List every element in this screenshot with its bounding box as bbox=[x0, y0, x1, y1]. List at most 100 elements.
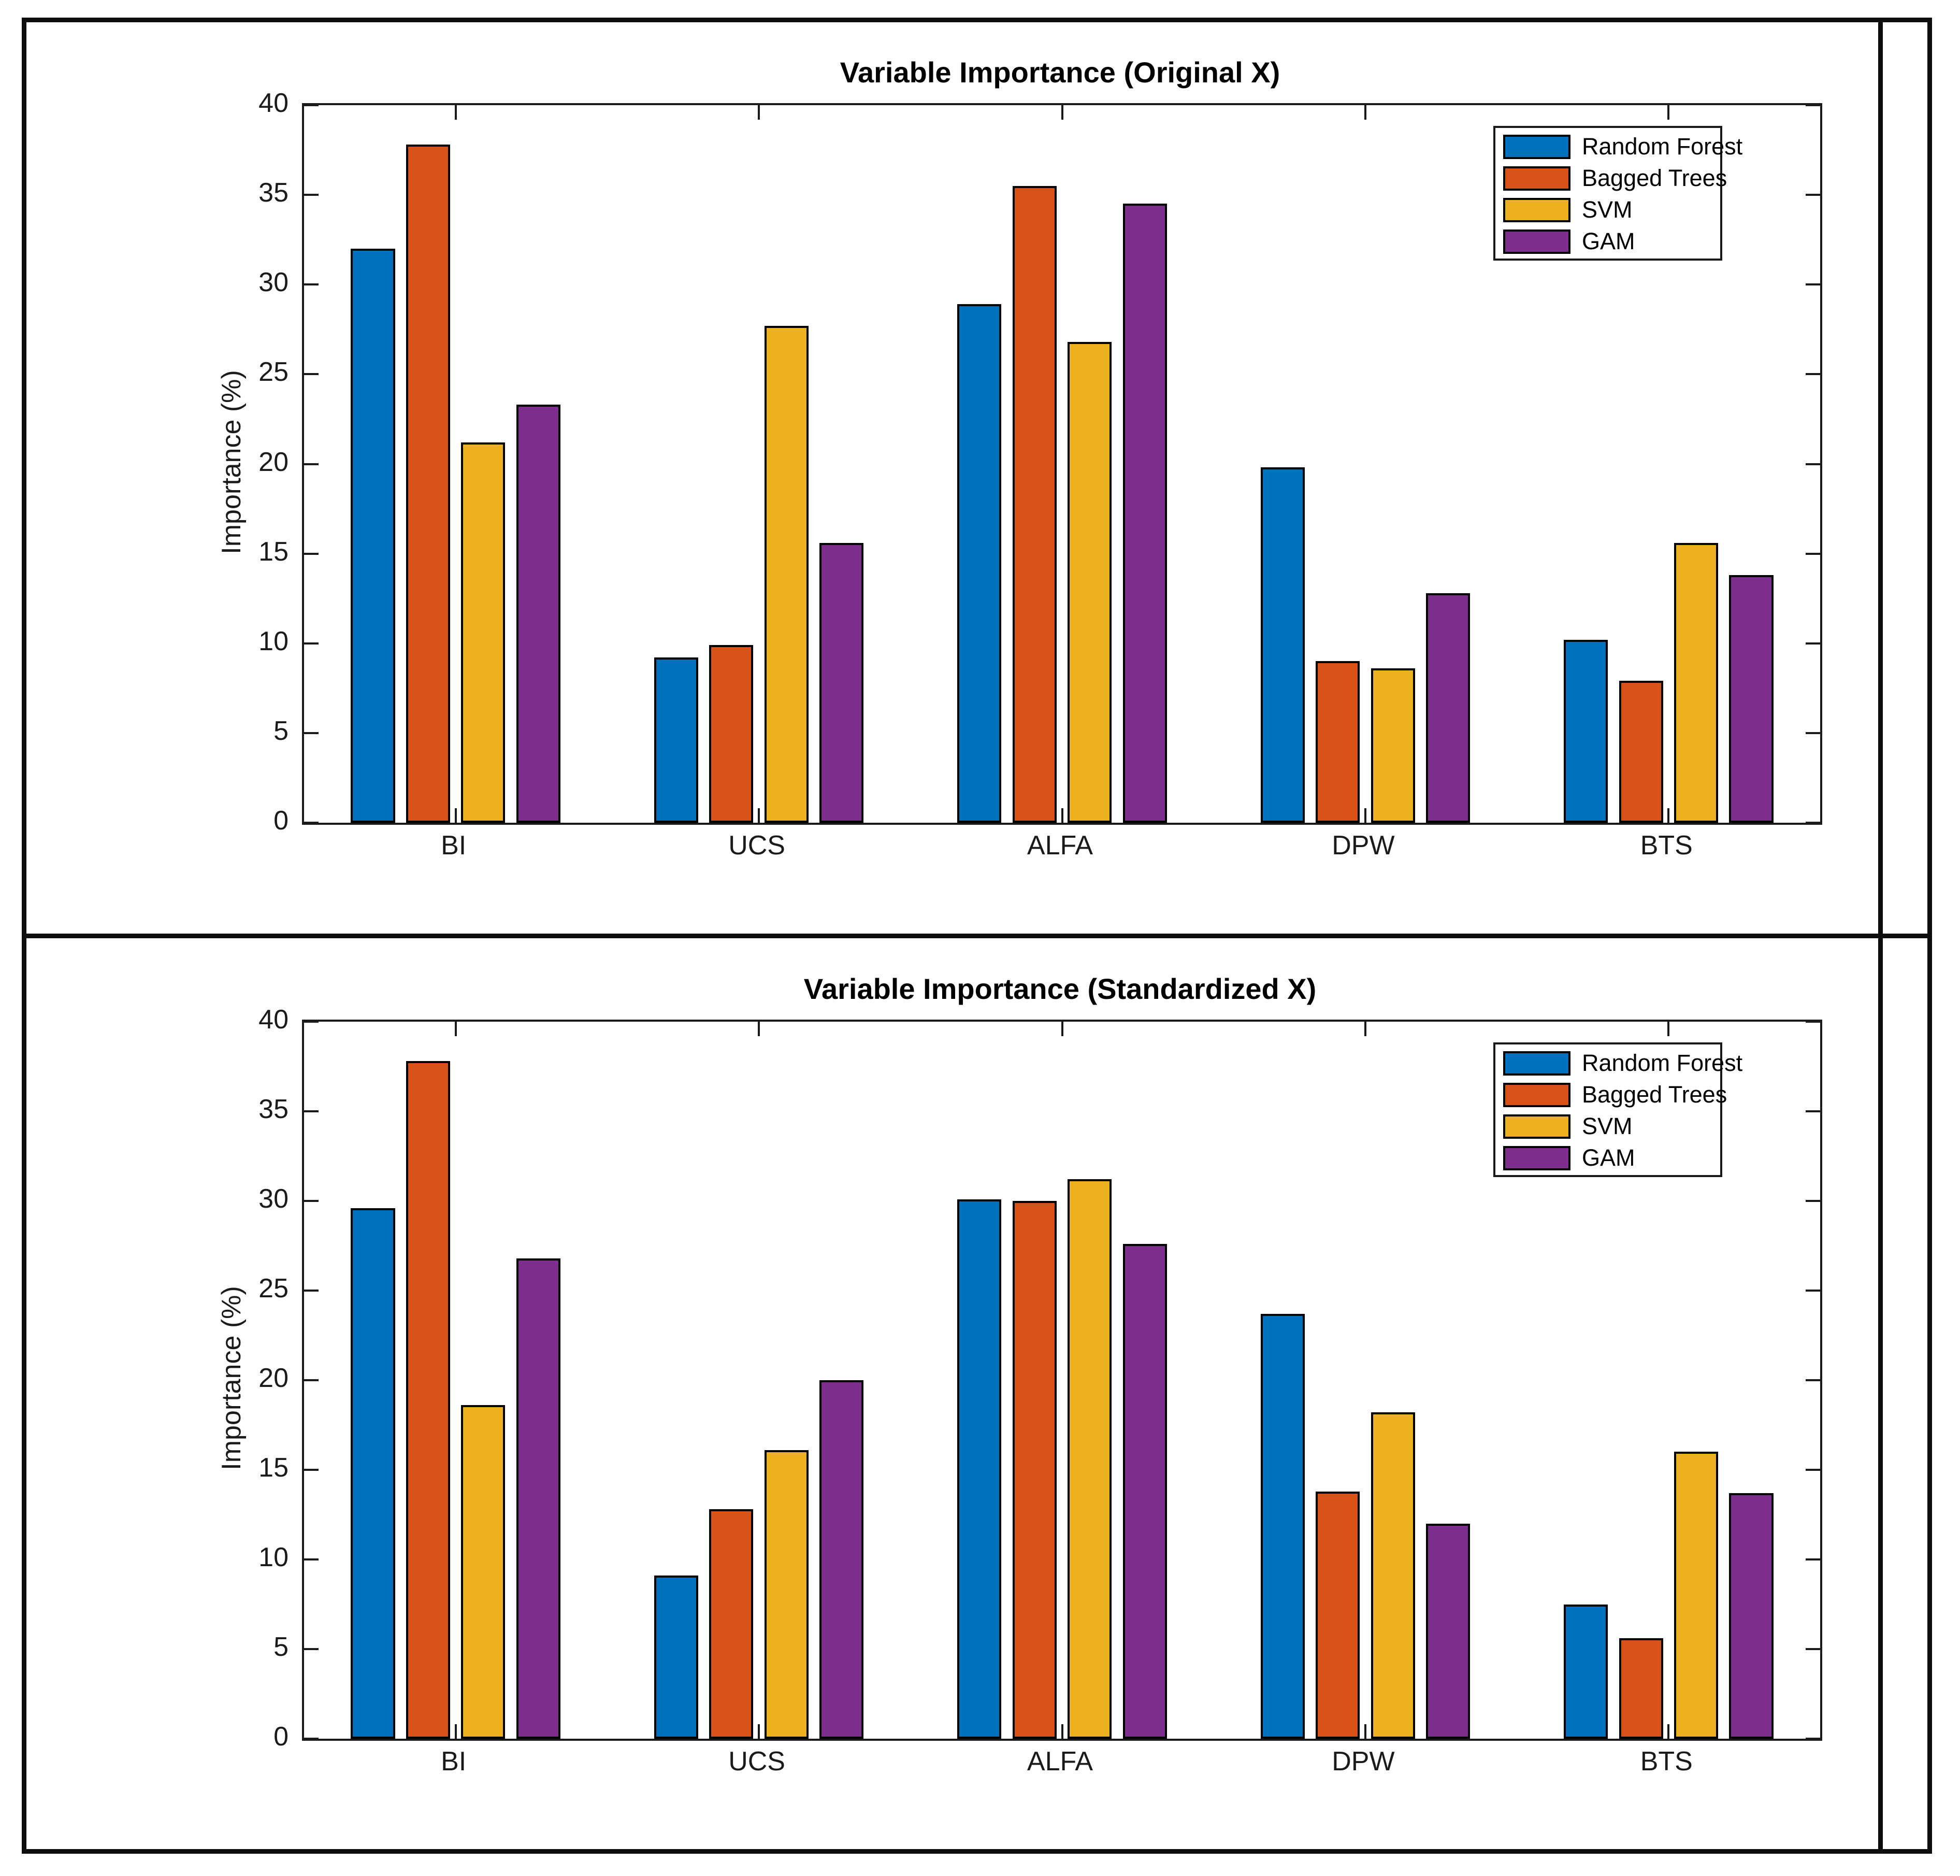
bar-gam bbox=[1729, 575, 1774, 823]
y-tick-label: 0 bbox=[273, 806, 289, 836]
y-tick-left bbox=[304, 1558, 319, 1560]
y-tick-label: 5 bbox=[273, 1632, 289, 1662]
legend-swatch-gam bbox=[1503, 230, 1570, 254]
bar-gam bbox=[819, 542, 864, 823]
x-category-label: BI bbox=[441, 1746, 467, 1777]
chart-title: Variable Importance (Standardized X) bbox=[803, 972, 1317, 1005]
legend-box: Random Forest Bagged Trees SVM GAM bbox=[1493, 1042, 1742, 1177]
y-tick-left bbox=[304, 822, 319, 824]
y-tick-left bbox=[304, 283, 319, 286]
legend-label: GAM bbox=[1582, 228, 1635, 254]
bar-bagged-trees bbox=[1012, 1201, 1057, 1739]
table-column-divider bbox=[1878, 18, 1883, 1854]
bar-gam bbox=[1425, 1523, 1471, 1739]
bar-svm bbox=[1674, 542, 1719, 823]
bar-gam bbox=[1122, 1244, 1167, 1739]
x-category-tick-bottom bbox=[758, 1724, 760, 1739]
bar-gam bbox=[1729, 1493, 1774, 1739]
legend-swatch-svm bbox=[1503, 1114, 1570, 1139]
bar-gam bbox=[819, 1380, 864, 1739]
y-tick-right bbox=[1806, 283, 1820, 286]
legend-row: Random Forest bbox=[1503, 133, 1742, 160]
x-category-label: ALFA bbox=[1027, 830, 1093, 861]
x-category-tick-top bbox=[758, 1022, 760, 1036]
y-tick-left bbox=[304, 642, 319, 645]
y-tick-left bbox=[304, 1738, 319, 1740]
bar-bagged-trees bbox=[406, 145, 451, 823]
legend-row: Bagged Trees bbox=[1503, 165, 1727, 191]
x-category-tick-bottom bbox=[1061, 1724, 1063, 1739]
y-tick-label: 25 bbox=[258, 357, 289, 388]
legend-label: GAM bbox=[1582, 1144, 1635, 1171]
bar-random-forest bbox=[351, 249, 395, 823]
y-tick-label: 10 bbox=[258, 626, 289, 656]
y-tick-label: 30 bbox=[258, 1184, 289, 1214]
bar-svm bbox=[1371, 1412, 1415, 1739]
y-tick-left bbox=[304, 732, 319, 734]
y-tick-label: 35 bbox=[258, 178, 289, 208]
legend-label: SVM bbox=[1582, 1113, 1633, 1139]
legend-label: SVM bbox=[1582, 196, 1633, 223]
bar-bagged-trees bbox=[1012, 185, 1057, 823]
bar-bagged-trees bbox=[406, 1061, 451, 1739]
y-tick-right bbox=[1806, 1110, 1820, 1112]
bar-svm bbox=[764, 1450, 809, 1739]
y-tick-right bbox=[1806, 463, 1820, 465]
legend-row: GAM bbox=[1503, 1144, 1716, 1171]
y-tick-right bbox=[1806, 1738, 1820, 1740]
y-tick-right bbox=[1806, 1558, 1820, 1560]
y-tick-left bbox=[304, 1379, 319, 1381]
x-category-label: BI bbox=[441, 830, 467, 861]
legend-box: Random Forest Bagged Trees SVM GAM bbox=[1493, 126, 1742, 261]
y-tick-right bbox=[1806, 552, 1820, 555]
y-tick-right bbox=[1806, 1200, 1820, 1202]
bar-random-forest bbox=[957, 1199, 1002, 1739]
bar-svm bbox=[1068, 342, 1112, 823]
bar-random-forest bbox=[1564, 1604, 1608, 1739]
y-tick-label: 5 bbox=[273, 715, 289, 746]
bar-svm bbox=[1371, 668, 1415, 823]
bar-bagged-trees bbox=[1316, 1491, 1360, 1739]
bar-gam bbox=[1425, 593, 1471, 823]
legend-row: Random Forest bbox=[1503, 1050, 1742, 1076]
x-category-tick-top bbox=[454, 1022, 457, 1036]
x-category-tick-top bbox=[1061, 105, 1063, 120]
legend-row: GAM bbox=[1503, 228, 1716, 254]
y-tick-left bbox=[304, 104, 319, 106]
legend-row: Bagged Trees bbox=[1503, 1081, 1727, 1108]
bar-svm bbox=[1068, 1179, 1112, 1739]
y-tick-label: 40 bbox=[258, 88, 289, 118]
x-category-label: UCS bbox=[728, 1746, 785, 1777]
x-category-tick-bottom bbox=[1364, 1724, 1366, 1739]
bar-random-forest bbox=[957, 304, 1002, 823]
x-category-tick-bottom bbox=[1061, 808, 1063, 823]
y-tick-right bbox=[1806, 1379, 1820, 1381]
x-category-tick-bottom bbox=[454, 808, 457, 823]
bar-svm bbox=[461, 1405, 506, 1739]
bar-bagged-trees bbox=[709, 645, 754, 823]
bar-gam bbox=[516, 1258, 560, 1739]
y-tick-right bbox=[1806, 642, 1820, 645]
x-category-label: BTS bbox=[1640, 1746, 1693, 1777]
y-tick-label: 30 bbox=[258, 267, 289, 298]
bar-random-forest bbox=[1260, 1313, 1305, 1739]
y-tick-left bbox=[304, 194, 319, 196]
bar-random-forest bbox=[1260, 467, 1305, 823]
x-category-tick-top bbox=[1364, 1022, 1366, 1036]
x-category-label: BTS bbox=[1640, 830, 1693, 861]
y-tick-left bbox=[304, 1200, 319, 1202]
legend-row: SVM bbox=[1503, 196, 1716, 223]
table-row-divider bbox=[22, 934, 1932, 938]
y-tick-label: 40 bbox=[258, 1005, 289, 1035]
x-category-tick-bottom bbox=[758, 808, 760, 823]
x-category-tick-top bbox=[1061, 1022, 1063, 1036]
y-tick-left bbox=[304, 1290, 319, 1292]
x-category-tick-top bbox=[1667, 105, 1670, 120]
y-tick-right bbox=[1806, 1021, 1820, 1023]
legend-label: Random Forest bbox=[1582, 133, 1743, 160]
legend-swatch-random-forest bbox=[1503, 1051, 1570, 1076]
y-tick-right bbox=[1806, 373, 1820, 376]
x-category-label: DPW bbox=[1332, 830, 1395, 861]
bar-svm bbox=[461, 442, 506, 823]
